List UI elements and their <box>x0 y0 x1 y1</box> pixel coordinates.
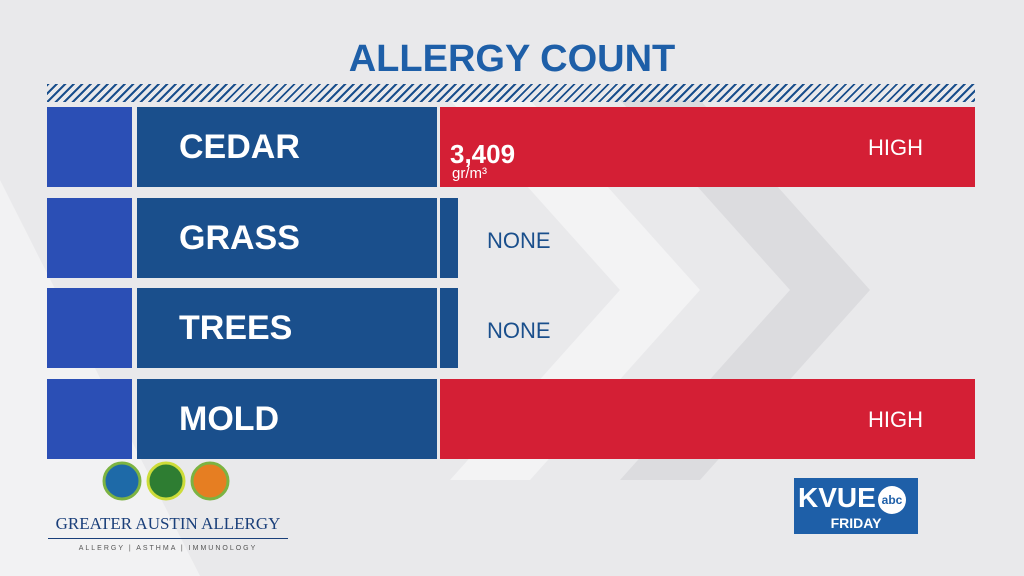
hatch-strip <box>47 84 975 102</box>
count: 3,409 <box>450 139 516 169</box>
level-label: NONE <box>487 318 551 343</box>
level-label: HIGH <box>868 135 923 160</box>
icon-box <box>47 198 132 278</box>
allergen-name: MOLD <box>137 379 437 459</box>
sponsor-tagline: ALLERGY | ASTHMA | IMMUNOLOGY <box>78 545 258 552</box>
level-label: HIGH <box>868 407 923 432</box>
unit: gr/m³ <box>452 165 487 182</box>
level-bar <box>440 107 975 187</box>
sponsor-icons <box>102 461 230 501</box>
title: ALLERGY COUNT <box>348 38 676 80</box>
network: abc <box>878 486 906 514</box>
allergen-name: GRASS <box>137 198 437 278</box>
icon-box <box>47 107 132 187</box>
day: FRIDAY <box>830 515 882 531</box>
level-label: NONE <box>487 228 551 253</box>
level-bar <box>440 288 458 368</box>
station-name: KVUE <box>798 482 876 513</box>
allergen-name: TREES <box>137 288 437 368</box>
allergen-name: CEDAR <box>137 107 437 187</box>
sponsor-name: GREATER AUSTIN ALLERGY <box>55 514 281 533</box>
station-logo: KVUE abc FRIDAY <box>794 478 918 534</box>
level-bar <box>440 379 975 459</box>
icon-box <box>47 379 132 459</box>
level-bar <box>440 198 458 278</box>
icon-box <box>47 288 132 368</box>
